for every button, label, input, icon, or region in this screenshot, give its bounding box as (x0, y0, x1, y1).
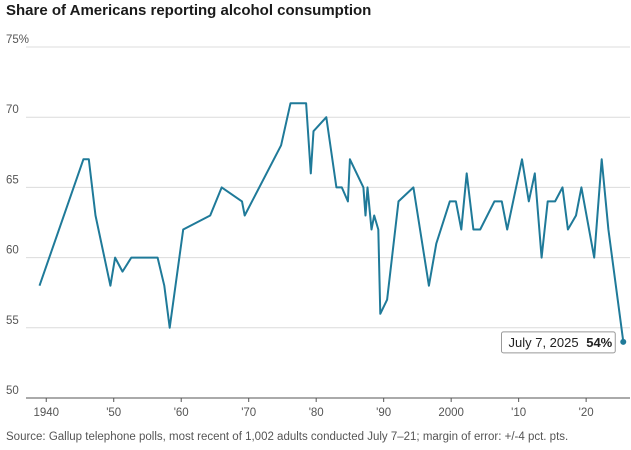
x-tick-label: 1940 (33, 407, 59, 419)
x-tick-label: '20 (579, 407, 594, 419)
chart-title: Share of Americans reporting alcohol con… (6, 2, 372, 19)
callout: July 7, 2025 54% (500, 331, 627, 354)
x-tick-label: 2000 (438, 407, 464, 419)
y-tick-label: 75% (6, 34, 29, 46)
x-tick-label: '90 (376, 407, 391, 419)
last-point-marker (620, 338, 627, 345)
x-axis: 1940 '50 '60 '70 '80 '90 2000 '10 '20 (26, 397, 630, 419)
x-tick-label: '60 (174, 407, 189, 419)
gridlines (26, 46, 630, 329)
y-axis-ticks: 75% 70 65 60 55 50 (6, 34, 29, 397)
y-tick-label: 65 (6, 174, 19, 186)
y-tick-label: 60 (6, 245, 19, 257)
callout-date: July 7, 2025 (508, 335, 578, 350)
series-line (38, 102, 625, 342)
callout-box (500, 331, 616, 354)
source-note: Source: Gallup telephone polls, most rec… (6, 431, 569, 443)
x-tick-label: '10 (511, 407, 526, 419)
callout-label: July 7, 2025 54% (508, 335, 612, 350)
y-tick-label: 70 (6, 104, 19, 116)
y-tick-label: 50 (6, 385, 19, 397)
callout-value: 54% (586, 335, 612, 350)
x-tick-label: '50 (106, 407, 121, 419)
x-tick-label: '80 (309, 407, 324, 419)
series-lines (38, 102, 625, 342)
x-tick-label: '70 (241, 407, 256, 419)
y-tick-label: 55 (6, 315, 19, 327)
